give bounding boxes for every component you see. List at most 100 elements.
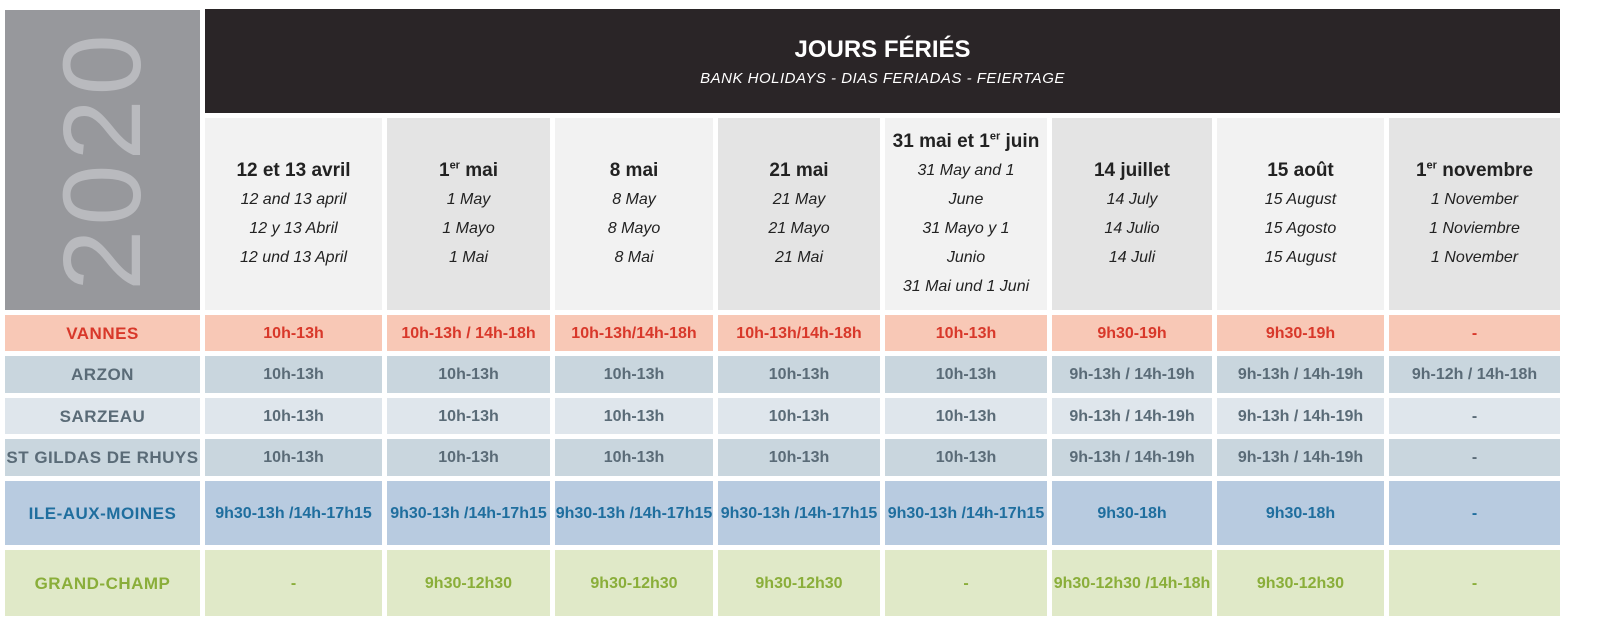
- holiday-name-translation: 1 Noviembre: [1429, 220, 1520, 237]
- hours-cell: 9h30-13h /14h-17h15: [387, 481, 550, 545]
- hours-cell: 9h-13h / 14h-19h: [1052, 439, 1212, 476]
- holiday-name-translation: 15 August: [1264, 249, 1337, 266]
- hours-cell: 9h-13h / 14h-19h: [1052, 398, 1212, 434]
- hours-text: 14h-17h15: [966, 504, 1045, 522]
- holiday-name-translation: 12 und 13 April: [239, 249, 348, 266]
- holiday-name-translation: 31 Mayo y 1: [922, 220, 1010, 237]
- hours-cell: 9h30-12h30: [718, 550, 880, 616]
- hours-cell: 9h30-13h /14h-17h15: [885, 481, 1047, 545]
- hours-text: 9h30-12h30 /: [1053, 574, 1150, 592]
- holiday-name-translation: 15 Agosto: [1264, 220, 1337, 237]
- holiday-name-translation: 8 Mai: [614, 249, 654, 266]
- title: JOURS FÉRIÉS: [794, 35, 971, 63]
- hours-cell: 10h-13h/14h-18h: [718, 315, 880, 351]
- holiday-name-translation: 1 November: [1430, 249, 1519, 266]
- holiday-name-translation: 1 November: [1430, 191, 1519, 208]
- hours-cell: -: [1389, 315, 1560, 351]
- hours-cell: 10h-13h: [885, 356, 1047, 393]
- hours-cell: 9h30-12h30: [387, 550, 550, 616]
- hours-cell: 10h-13h: [718, 398, 880, 434]
- row-header-location: ST GILDAS DE RHUYS: [5, 439, 200, 476]
- holiday-name-translation: 14 Juli: [1108, 249, 1156, 266]
- hours-cell: 10h-13h / 14h-18h: [387, 315, 550, 351]
- hours-cell: 9h-13h / 14h-19h: [1217, 398, 1384, 434]
- superscript: er: [989, 130, 1001, 143]
- holiday-name-translation: 21 May: [772, 191, 826, 208]
- hours-text: 9h30-13h /: [555, 504, 634, 522]
- holiday-name-translation: 31 Mai und 1 Juni: [902, 278, 1030, 295]
- hours-cell: 10h-13h: [205, 439, 382, 476]
- hours-cell: -: [885, 550, 1047, 616]
- row-header-location: GRAND-CHAMP: [5, 550, 200, 616]
- holiday-name-translation: 21 Mai: [774, 249, 824, 266]
- hours-cell: 10h-13h: [885, 439, 1047, 476]
- holiday-name-translation: 12 y 13 Abril: [249, 220, 338, 237]
- hours-cell: 10h-13h: [885, 315, 1047, 351]
- hours-cell: 9h30-13h /14h-17h15: [205, 481, 382, 545]
- column-header: 1er novembre 1 November 1 Noviembre 1 Novem…: [1389, 118, 1560, 310]
- row-header-location: ARZON: [5, 356, 200, 393]
- hours-cell: 10h-13h: [555, 398, 713, 434]
- hours-cell: 9h30-13h /14h-17h15: [555, 481, 713, 545]
- hours-cell: 9h-12h / 14h-18h: [1389, 356, 1560, 393]
- hours-cell: -: [1389, 481, 1560, 545]
- column-header: 12 et 13 avril 12 and 13 april 12 y 13 Abr…: [205, 118, 382, 310]
- hours-cell: -: [1389, 398, 1560, 434]
- hours-cell: 10h-13h: [718, 439, 880, 476]
- superscript: er: [449, 159, 460, 172]
- holiday-name-translation: 1 May: [446, 191, 491, 208]
- holiday-name-translation: 1 Mayo: [442, 220, 495, 237]
- holiday-name-fr: 31 mai et 1er juin: [892, 130, 1040, 152]
- hours-cell: 9h-13h / 14h-19h: [1052, 356, 1212, 393]
- holiday-name-translation: 8 May: [612, 191, 656, 208]
- hours-cell: 9h30-18h: [1217, 481, 1384, 545]
- holiday-name-fr: 1er novembre: [1415, 159, 1534, 181]
- hours-cell: -: [205, 550, 382, 616]
- hours-cell: 10h-13h: [387, 356, 550, 393]
- hours-text: 9h30-13h /: [887, 504, 966, 522]
- holiday-name-fr: 14 juillet: [1093, 160, 1171, 181]
- row-header-location: SARZEAU: [5, 398, 200, 434]
- hours-text: 14h-17h15: [634, 504, 713, 522]
- holiday-name-fr: 1er mai: [438, 159, 498, 181]
- hours-cell: 9h30-12h30: [1217, 550, 1384, 616]
- hours-text: 14h-17h15: [799, 504, 878, 522]
- subtitle: BANK HOLIDAYS - DIAS FERIADAS - FEIERTAG…: [700, 69, 1065, 87]
- holiday-name-fr: 21 mai: [769, 160, 829, 181]
- holiday-name-translation: 1 Mai: [448, 249, 489, 266]
- holiday-name-translation: 8 Mayo: [607, 220, 661, 237]
- hours-cell: 9h30-13h /14h-17h15: [718, 481, 880, 545]
- holiday-name-fr: 12 et 13 avril: [236, 160, 351, 181]
- hours-cell: 10h-13h: [387, 398, 550, 434]
- hours-text: 14h-17h15: [468, 504, 547, 522]
- holiday-name-translation: 15 August: [1264, 191, 1337, 208]
- hours-cell: 10h-13h: [885, 398, 1047, 434]
- hours-cell: 9h30-19h: [1052, 315, 1212, 351]
- holiday-name-translation: June: [948, 191, 984, 208]
- hours-cell: 10h-13h: [205, 356, 382, 393]
- hours-cell: 9h-13h / 14h-19h: [1217, 439, 1384, 476]
- row-header-location: ILE-AUX-MOINES: [5, 481, 200, 545]
- hours-cell: -: [1389, 439, 1560, 476]
- holiday-name-translation: 21 Mayo: [768, 220, 830, 237]
- column-header: 31 mai et 1er juin 31 May and 1 June 31 May…: [885, 118, 1047, 310]
- hours-cell: 10h-13h: [205, 315, 382, 351]
- hours-cell: 9h30-12h30: [555, 550, 713, 616]
- hours-cell: 9h30-12h30 /14h-18h: [1052, 550, 1212, 616]
- hours-cell: 10h-13h: [555, 439, 713, 476]
- holiday-name-translation: 31 May and 1: [917, 162, 1015, 179]
- hours-cell: 10h-13h/14h-18h: [555, 315, 713, 351]
- column-header: 15 août 15 August 15 Agosto 15 August: [1217, 118, 1384, 310]
- column-header: 1er mai 1 May 1 Mayo 1 Mai: [387, 118, 550, 310]
- holiday-hours-table: 2020 JOURS FÉRIÉS BANK HOLIDAYS - DIAS F…: [5, 9, 1560, 616]
- hours-text: 14h-18h: [1149, 574, 1211, 592]
- hours-cell: 10h-13h: [555, 356, 713, 393]
- hours-text: 9h30-13h /: [215, 504, 294, 522]
- holiday-name-fr: 8 mai: [609, 160, 659, 181]
- column-header: 14 juillet 14 July 14 Julio 14 Juli: [1052, 118, 1212, 310]
- hours-cell: 10h-13h: [205, 398, 382, 434]
- hours-text: 14h-17h15: [293, 504, 372, 522]
- hours-cell: 9h30-19h: [1217, 315, 1384, 351]
- holiday-name-translation: 12 and 13 april: [240, 191, 347, 208]
- hours-cell: 9h-13h / 14h-19h: [1217, 356, 1384, 393]
